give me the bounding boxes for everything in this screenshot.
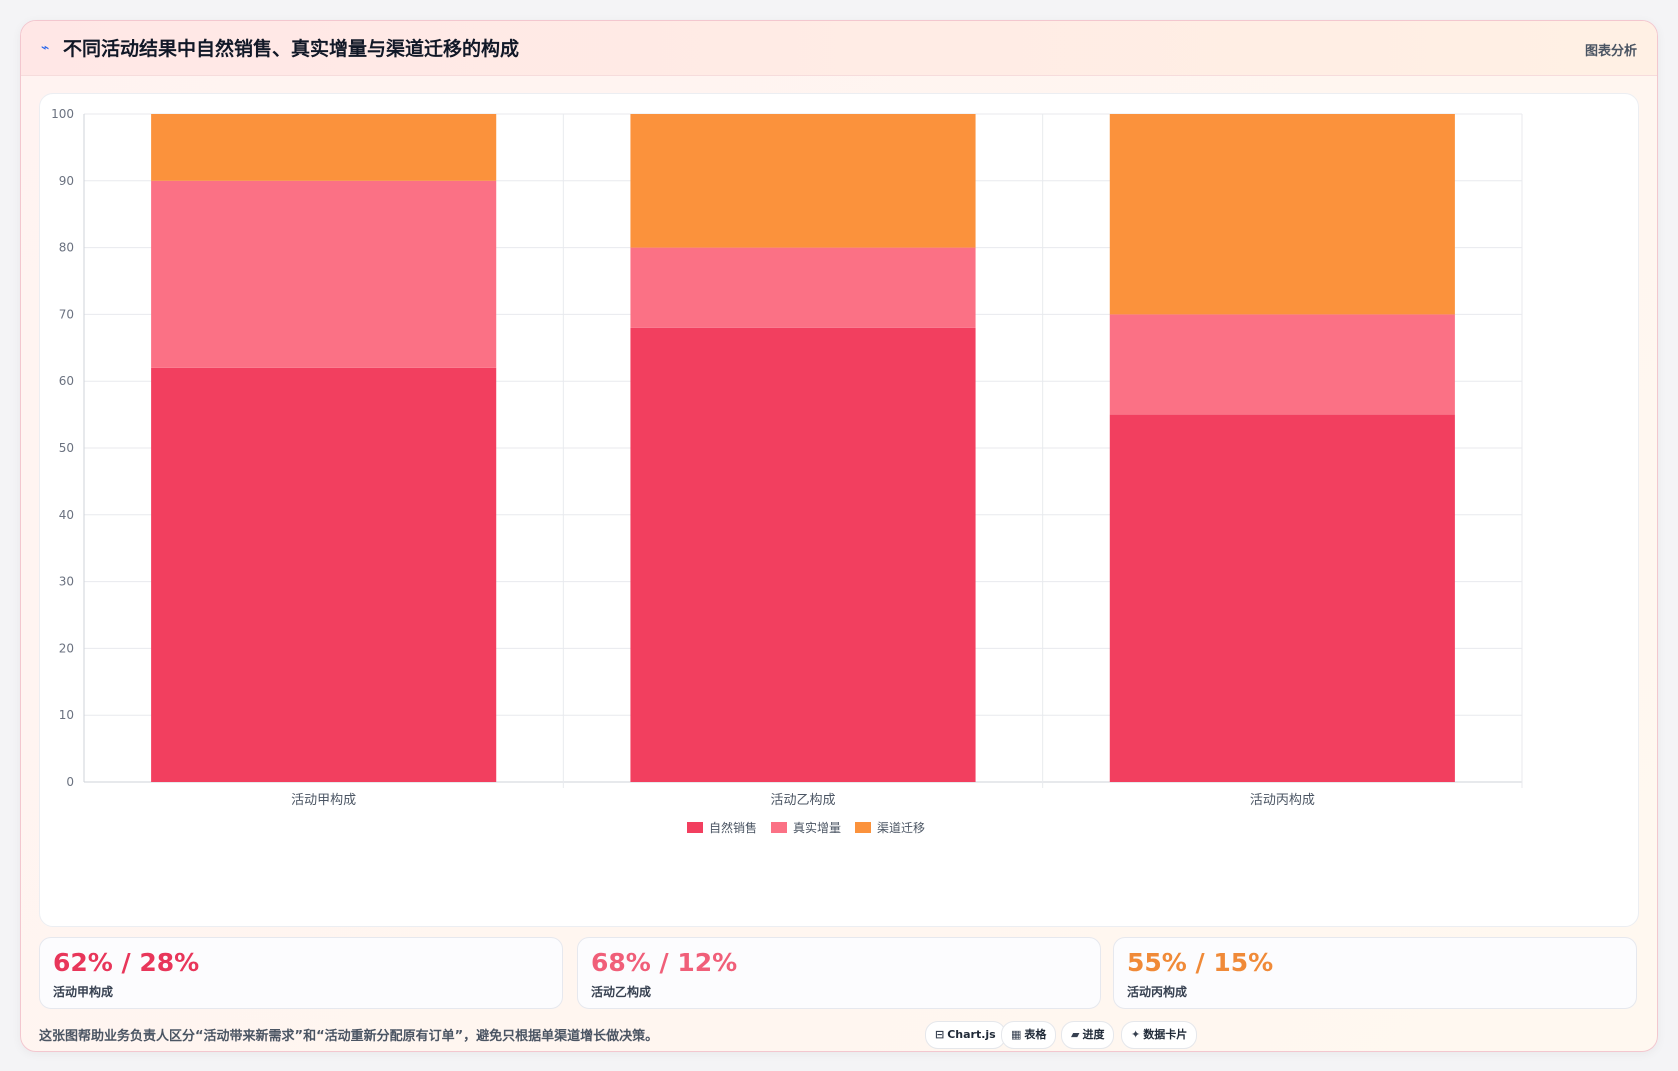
y-tick-label: 70: [59, 307, 74, 321]
y-tick-label: 20: [59, 641, 74, 655]
stat-card: 55% / 15% 活动丙构成: [1113, 937, 1637, 1009]
progress-icon: ▰: [1071, 1028, 1080, 1041]
trend-line-icon: ⌁: [41, 40, 50, 56]
y-tick-label: 0: [66, 775, 74, 789]
chip-label: Chart.js: [947, 1028, 996, 1041]
chip-data-card[interactable]: ✦ 数据卡片: [1121, 1021, 1198, 1049]
legend-swatch: [855, 822, 871, 833]
bar-segment: [630, 327, 976, 782]
stat-label: 活动甲构成: [53, 985, 114, 999]
sparkle-icon: ✦: [1131, 1028, 1141, 1041]
stat-card: 62% / 28% 活动甲构成: [39, 937, 563, 1009]
y-tick-label: 100: [51, 107, 74, 121]
y-tick-label: 10: [59, 708, 74, 722]
stat-value: 68% / 12%: [591, 948, 738, 977]
chip-label: 数据卡片: [1143, 1028, 1188, 1041]
bar-segment: [1109, 114, 1455, 315]
y-tick-label: 50: [59, 441, 74, 455]
chart-type-tag: 图表分析: [1584, 44, 1637, 59]
y-tick-label: 30: [59, 575, 74, 589]
chart-area: 0 10 20 30 40 50 60 70 80 90 100 活动甲构成 活动乙构成 活动丙构成自然销…: [39, 93, 1639, 927]
x-tick-label: 活动丙构成: [1250, 793, 1315, 808]
chart-card: ⌁ 不同活动结果中自然销售、真实增量与渠道迁移的构成 图表分析 0 10 20 30 4…: [20, 20, 1658, 1052]
chart-icon: ⊟: [935, 1028, 945, 1041]
stat-label: 活动丙构成: [1127, 985, 1188, 999]
bar-segment: [1109, 314, 1455, 415]
chip-label: 进度: [1082, 1028, 1105, 1041]
bar-segment: [151, 180, 497, 368]
stat-value: 62% / 28%: [53, 948, 200, 977]
chip-table[interactable]: ▦ 表格: [1001, 1021, 1057, 1049]
y-tick-label: 40: [59, 508, 74, 522]
legend-label: 真实增量: [793, 820, 841, 835]
bar-segment: [630, 114, 976, 248]
chip-label: 表格: [1024, 1028, 1047, 1041]
legend-swatch: [771, 822, 787, 833]
bar-segment: [1109, 414, 1455, 782]
footnote: 这张图帮助业务负责人区分“活动带来新需求”和“活动重新分配原有订单”，避免只根据…: [39, 1029, 659, 1044]
y-tick-label: 60: [59, 374, 74, 388]
chart-title: 不同活动结果中自然销售、真实增量与渠道迁移的构成: [63, 38, 520, 60]
bar-segment: [151, 367, 497, 782]
bar-segment: [151, 114, 497, 181]
legend-swatch: [687, 822, 703, 833]
table-icon: ▦: [1011, 1028, 1022, 1041]
x-tick-label: 活动乙构成: [770, 793, 835, 808]
card-header: ⌁ 不同活动结果中自然销售、真实增量与渠道迁移的构成 图表分析: [21, 21, 1657, 76]
bar-segment: [630, 247, 976, 328]
chip-progress[interactable]: ▰ 进度: [1061, 1021, 1115, 1049]
chip-chartjs[interactable]: ⊟ Chart.js: [925, 1021, 1006, 1049]
legend-label: 渠道迁移: [877, 821, 925, 835]
legend-label: 自然销售: [709, 820, 757, 835]
y-tick-label: 80: [59, 241, 74, 255]
stat-card: 68% / 12% 活动乙构成: [577, 937, 1101, 1009]
stacked-bar-chart: 0 10 20 30 40 50 60 70 80 90 100 活动甲构成 活动乙构成 活动丙构成自然销…: [51, 107, 1523, 835]
x-tick-label: 活动甲构成: [291, 793, 356, 808]
stat-cards: 62% / 28% 活动甲构成 68% / 12% 活动乙构成 55% / 15…: [39, 937, 1637, 1009]
stat-value: 55% / 15%: [1127, 948, 1274, 977]
y-tick-label: 90: [59, 174, 74, 188]
stat-label: 活动乙构成: [591, 985, 652, 999]
